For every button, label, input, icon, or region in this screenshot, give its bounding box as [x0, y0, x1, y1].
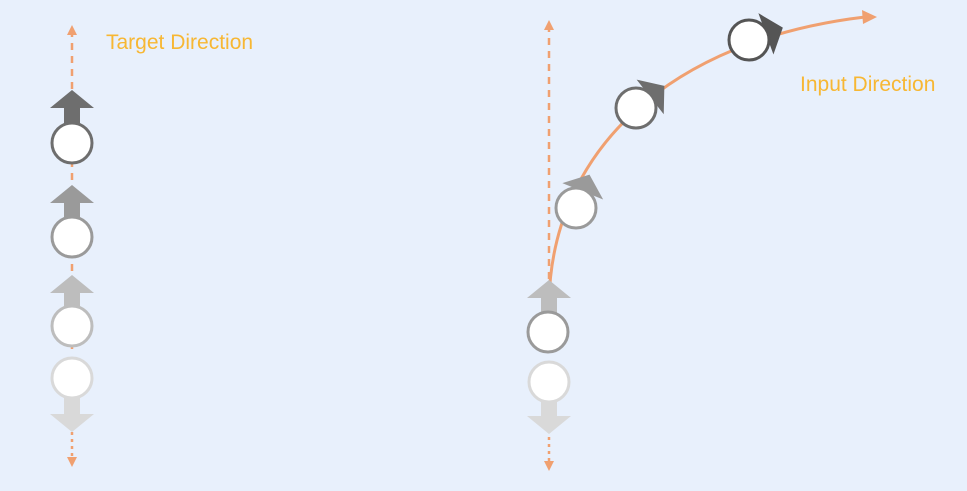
arrow-up-icon [50, 275, 94, 310]
left-panel [50, 25, 94, 467]
position-circle [727, 18, 771, 62]
position-circle [50, 304, 94, 348]
right-step-4 [727, 13, 783, 62]
position-circle [50, 121, 94, 165]
right-step-backward [527, 360, 571, 434]
right-step-1 [526, 280, 571, 354]
position-circle [526, 310, 570, 354]
left-step-1 [50, 275, 94, 348]
arrow-down-icon [527, 400, 571, 434]
input-direction-label: Input Direction [800, 73, 936, 96]
arrow-up-icon [50, 185, 94, 222]
position-circle [50, 215, 94, 259]
position-circle [614, 86, 658, 130]
arrow-up-icon [50, 90, 94, 127]
position-circle [50, 356, 94, 400]
arrow-up-icon [527, 280, 571, 316]
left-step-3 [50, 90, 94, 165]
arrow-down-icon [50, 398, 94, 432]
left-step-2 [50, 185, 94, 259]
target-direction-label: Target Direction [106, 31, 254, 54]
right-panel [526, 10, 877, 471]
input-direction-curve [547, 15, 866, 303]
position-circle [554, 186, 598, 230]
left-step-backward [50, 356, 94, 432]
right-step-3 [614, 79, 665, 130]
input-direction-curve-head [862, 10, 877, 24]
position-circle [527, 360, 571, 404]
right-step-2 [554, 174, 604, 230]
